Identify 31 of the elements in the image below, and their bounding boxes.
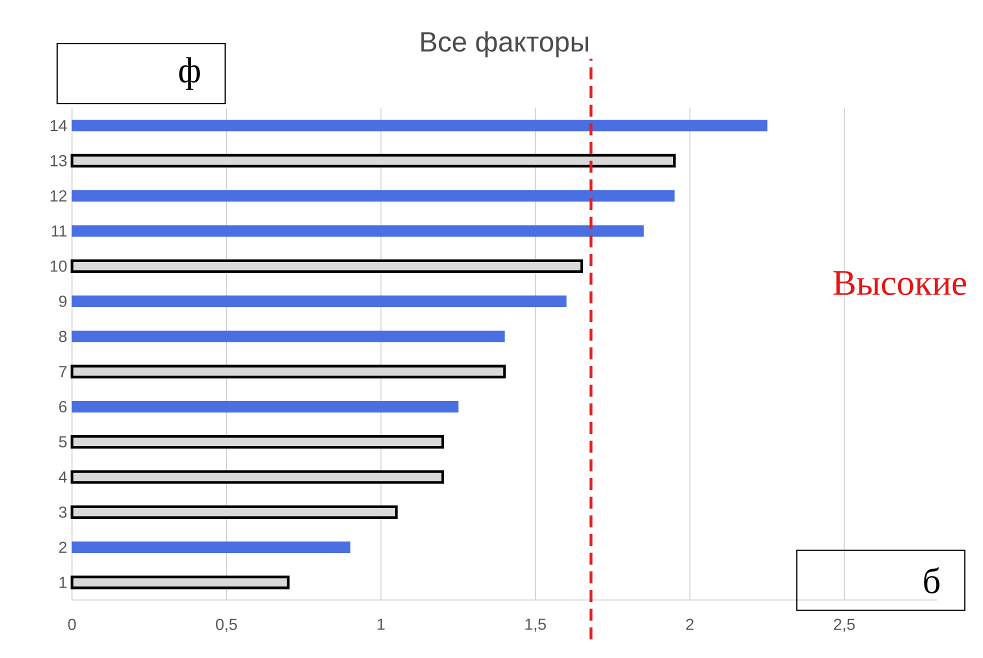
x-tick-label: 2 xyxy=(686,618,694,630)
y-tick-label: 4 xyxy=(58,472,67,483)
x-tick-label: 1 xyxy=(378,618,385,630)
y-tick-label: 13 xyxy=(50,155,67,166)
y-tick-label: 1 xyxy=(60,576,67,588)
bar xyxy=(72,190,675,202)
annotation: б xyxy=(924,567,940,594)
bar xyxy=(72,400,458,412)
bar xyxy=(72,296,567,308)
x-tick-label: 0,5 xyxy=(216,618,237,632)
y-tick-label: 10 xyxy=(50,260,67,272)
y-tick-label: 7 xyxy=(59,366,66,378)
chart-title: Все факторы xyxy=(421,31,588,58)
annotation: Высокие xyxy=(833,271,966,296)
y-tick-label: 14 xyxy=(50,120,67,132)
bar xyxy=(72,225,644,237)
y-tick-label: 2 xyxy=(59,542,66,553)
y-tick-label: 3 xyxy=(59,506,67,518)
text: ф xyxy=(179,57,200,90)
x-tick-label: 1,5 xyxy=(525,618,546,632)
y-tick-label: 5 xyxy=(59,436,67,448)
y-tick-label: 8 xyxy=(59,330,67,342)
bar xyxy=(72,330,505,342)
x-tick-label: 0 xyxy=(68,618,76,630)
y-tick-label: 11 xyxy=(52,226,67,237)
x-tick-label: 2,5 xyxy=(834,618,855,632)
bar xyxy=(72,120,768,132)
bar xyxy=(72,542,350,554)
y-tick-label: 9 xyxy=(59,296,67,307)
y-tick-label: 6 xyxy=(59,401,67,412)
y-tick-label: 12 xyxy=(50,190,66,202)
